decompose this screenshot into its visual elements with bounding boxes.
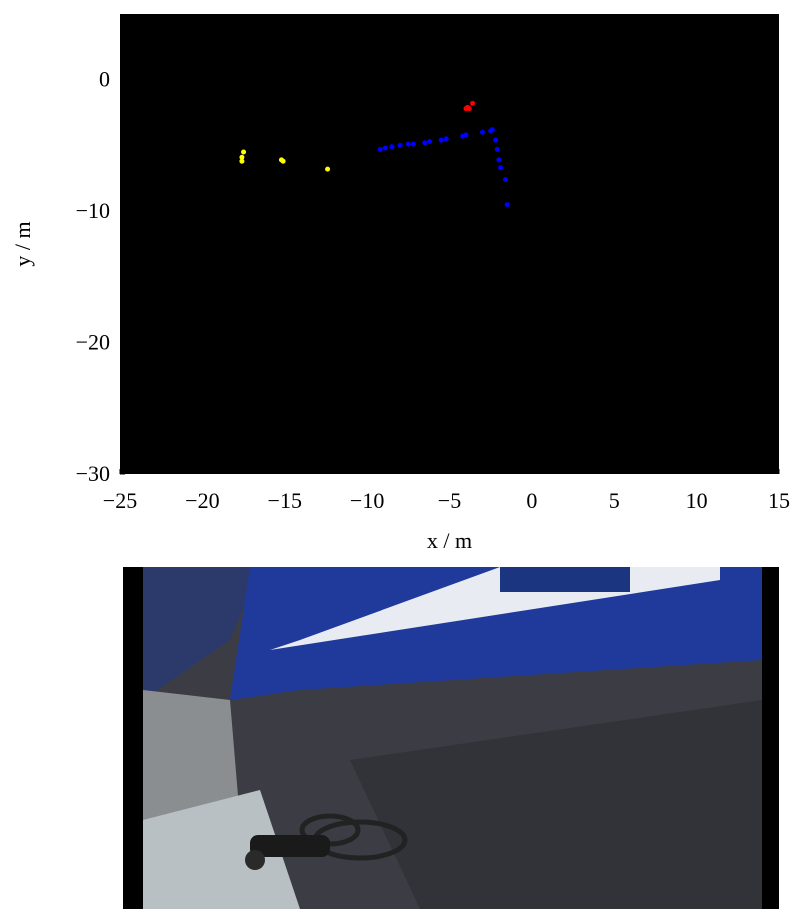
x-tick-label: 5 [609, 488, 620, 513]
point [463, 106, 468, 111]
bus-logo [500, 567, 630, 592]
plot-area [120, 14, 779, 474]
point [496, 157, 501, 162]
point [378, 147, 383, 152]
x-axis-label: x / m [427, 528, 472, 553]
x-tick-label: 15 [768, 488, 790, 513]
point [389, 144, 394, 149]
photo [123, 567, 779, 909]
point [493, 138, 498, 143]
y-tick-label: −20 [76, 330, 110, 355]
page: html,body{margin:0;padding:0;background:… [0, 0, 793, 909]
point [444, 136, 449, 141]
point [505, 202, 510, 207]
point [498, 165, 503, 170]
point [495, 147, 500, 152]
y-tick-label: −30 [76, 461, 110, 486]
page-body: {"chart_data":{"type":"scatter","xlabel"… [0, 0, 793, 909]
x-tick-label: −25 [103, 488, 137, 513]
point [241, 150, 246, 155]
y-tick-label: −10 [76, 198, 110, 223]
point [398, 143, 403, 148]
point [239, 159, 244, 164]
x-tick-label: −5 [438, 488, 461, 513]
point [406, 142, 411, 147]
x-tick-label: 10 [686, 488, 708, 513]
y-tick-label: 0 [99, 67, 110, 92]
point [439, 138, 444, 143]
point [411, 142, 416, 147]
figure: −25 −20 −15 −10 −5 0 5 10 15 −30 −20 −10 0 x / m y / m [0, 0, 793, 909]
cyclist-head [245, 850, 265, 870]
point [422, 140, 427, 145]
x-tick-label: −20 [185, 488, 219, 513]
x-tick-label: −15 [268, 488, 302, 513]
point [281, 159, 286, 164]
point [427, 139, 432, 144]
point [480, 130, 485, 135]
point [503, 177, 508, 182]
x-tick-label: 0 [526, 488, 537, 513]
point [325, 167, 330, 172]
x-tick-label: −10 [350, 488, 384, 513]
point [490, 127, 495, 132]
point [470, 101, 475, 106]
point [463, 132, 468, 137]
point [383, 146, 388, 151]
y-axis-label: y / m [10, 221, 35, 266]
